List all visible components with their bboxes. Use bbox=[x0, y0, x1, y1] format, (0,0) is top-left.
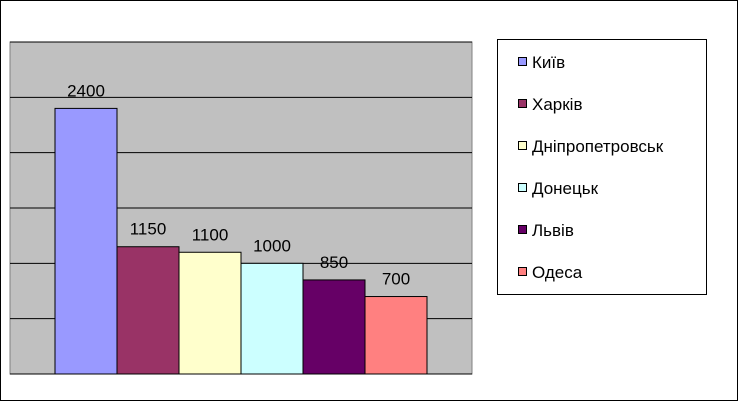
legend-label: Донецьк bbox=[532, 179, 599, 198]
legend-swatch bbox=[518, 57, 527, 66]
data-label: 850 bbox=[320, 253, 348, 272]
legend-label: Львів bbox=[532, 221, 574, 240]
data-label: 700 bbox=[382, 270, 410, 289]
legend-label: Київ bbox=[532, 53, 565, 72]
legend-swatch bbox=[518, 183, 527, 192]
legend-swatch bbox=[518, 267, 527, 276]
bar bbox=[54, 107, 118, 375]
data-label: 1150 bbox=[130, 220, 167, 239]
legend-label: Одеса bbox=[532, 263, 583, 282]
legend-swatch bbox=[518, 141, 527, 150]
bar bbox=[116, 246, 180, 375]
data-label: 1000 bbox=[253, 236, 291, 255]
bar bbox=[364, 296, 428, 375]
bar bbox=[178, 251, 242, 375]
bar bbox=[302, 279, 366, 375]
legend-label: Харків bbox=[532, 95, 583, 114]
bar bbox=[240, 262, 304, 375]
legend-swatch bbox=[518, 225, 527, 234]
data-label: 2400 bbox=[67, 81, 105, 100]
legend-box bbox=[497, 39, 707, 295]
legend-swatch bbox=[518, 99, 527, 108]
data-label: 1100 bbox=[192, 225, 229, 244]
legend-label: Дніпропетровськ bbox=[532, 137, 664, 156]
